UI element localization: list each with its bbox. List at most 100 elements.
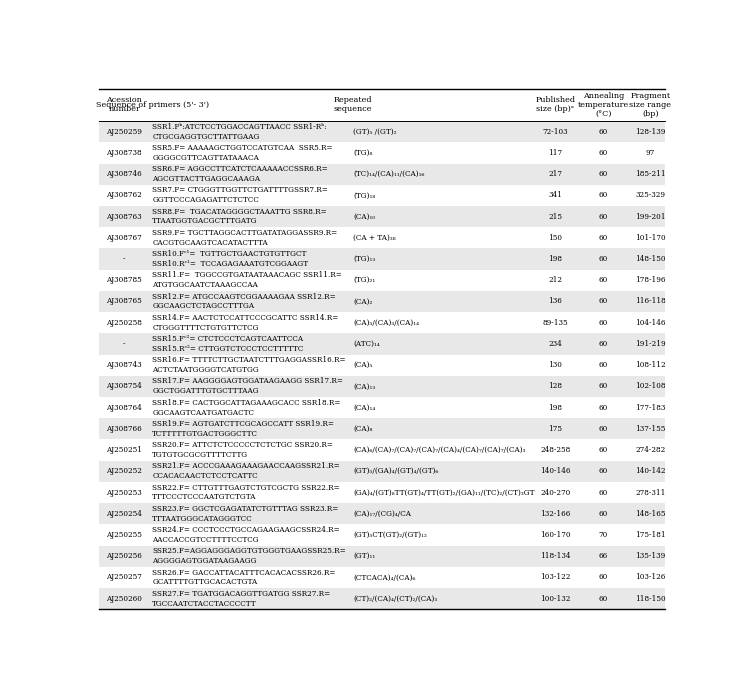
Bar <box>99 227 665 248</box>
Text: 60: 60 <box>598 297 608 305</box>
Text: 198: 198 <box>548 255 562 263</box>
Text: (GA)₄/(GT)₈TT(GT)₄/TT(GT)₂/(GA)₁₁/(TC)₂/(CT)₃GT: (GA)₄/(GT)₈TT(GT)₄/TT(GT)₂/(GA)₁₁/(TC)₂/… <box>353 488 535 497</box>
Text: (GT)₅/(GA)₄/(GT)₄/(GT)₆: (GT)₅/(GA)₄/(GT)₄/(GT)₆ <box>353 467 439 475</box>
Text: 60: 60 <box>598 149 608 157</box>
Text: SSR14.F= AACTCTCCATTCCCGCATTC SSR14.R=
CTGGGTTTTCTGTGTTCTCG: SSR14.F= AACTCTCCATTCCCGCATTC SSR14.R= C… <box>152 314 339 332</box>
Text: 60: 60 <box>598 573 608 581</box>
Text: 132-166: 132-166 <box>540 510 571 518</box>
Text: 177-183: 177-183 <box>636 404 665 411</box>
Text: SSR23.F= GGCTCGAGATATCTGTTTAG SSR23.R=
TTTAATGGGCATAGGGTCC: SSR23.F= GGCTCGAGATATCTGTTTAG SSR23.R= T… <box>152 505 339 523</box>
Text: 175: 175 <box>548 424 562 433</box>
Text: 60: 60 <box>598 361 608 369</box>
Text: Sequence of primers (5'- 3'): Sequence of primers (5'- 3') <box>95 101 209 109</box>
Text: 103-126: 103-126 <box>636 573 665 581</box>
Bar <box>99 312 665 333</box>
Bar <box>99 270 665 291</box>
Text: (GT)₅CT(GT)₂/(GT)₁₂: (GT)₅CT(GT)₂/(GT)₁₂ <box>353 531 427 539</box>
Text: 215: 215 <box>548 213 562 221</box>
Text: 66: 66 <box>598 552 608 560</box>
Bar <box>99 418 665 440</box>
Text: SSR21.F= ACCCGAAAGAAAGAACCAAGSSR21.R=
CCACACАACTCTCCTCATTC: SSR21.F= ACCCGAAAGAAAGAACCAAGSSR21.R= CC… <box>152 462 340 480</box>
Text: AJ308746: AJ308746 <box>107 170 142 178</box>
Text: 60: 60 <box>598 467 608 475</box>
Text: (GT)₅ /(GT)₂: (GT)₅ /(GT)₂ <box>353 128 397 136</box>
Text: 217: 217 <box>548 170 562 178</box>
Text: 148-165: 148-165 <box>636 510 665 518</box>
Text: 103-122: 103-122 <box>540 573 571 581</box>
Text: 150: 150 <box>548 234 562 241</box>
Text: 100-132: 100-132 <box>540 594 571 603</box>
Text: AJ308763: AJ308763 <box>107 213 142 221</box>
Text: 60: 60 <box>598 255 608 263</box>
Text: Annealing
temperature
(°C): Annealing temperature (°C) <box>577 92 629 118</box>
Text: 234: 234 <box>548 340 562 348</box>
Text: SSR8.F=  TGACATAGGGGCTAAATTG SSR8.R=
TTAATGGTGACGCTTTGATG: SSR8.F= TGACATAGGGGCTAAATTG SSR8.R= TTAA… <box>152 208 327 226</box>
Text: AJ250260: AJ250260 <box>107 594 142 603</box>
Text: 60: 60 <box>598 128 608 136</box>
Text: 60: 60 <box>598 213 608 221</box>
Text: 140-146: 140-146 <box>540 467 571 475</box>
Text: 101-170: 101-170 <box>635 234 665 241</box>
Text: AJ308738: AJ308738 <box>107 149 142 157</box>
Text: (CA)₅/(CA)₃/(CA)₁₄: (CA)₅/(CA)₃/(CA)₁₄ <box>353 319 419 327</box>
Text: 108-112: 108-112 <box>635 361 665 369</box>
Bar <box>99 354 665 376</box>
Text: (CA)₁₀: (CA)₁₀ <box>353 213 375 221</box>
Text: 60: 60 <box>598 446 608 454</box>
Text: SSR24.F= CCCTCCCTGCCAGAAGAAGCSSR24.R=
AACCACCGTCCTTTTCCTCG: SSR24.F= CCCTCCCTGCCAGAAGAAGCSSR24.R= AA… <box>152 526 340 544</box>
Text: SSR17.F= AAGGGGAGTGGATAAGAAGG SSR17.R=
GGCTGGATTTGTGCTTTAAG: SSR17.F= AAGGGGAGTGGATAAGAAGG SSR17.R= G… <box>152 378 343 396</box>
Bar <box>99 588 665 610</box>
Text: SSR18.F= CACTGGCATTAGAAAGCACC SSR18.R=
GGCAAGTCAAТGATGACTC: SSR18.F= CACTGGCATTAGAAAGCACC SSR18.R= G… <box>152 399 341 416</box>
Text: 148-150: 148-150 <box>636 255 665 263</box>
Bar <box>99 206 665 227</box>
Text: -: - <box>123 255 125 263</box>
Text: AJ308767: AJ308767 <box>107 234 142 241</box>
Text: 60: 60 <box>598 170 608 178</box>
Text: 212: 212 <box>548 277 562 284</box>
Text: Published
size (bp)ᵃ: Published size (bp)ᵃ <box>535 96 575 114</box>
Text: SSR1.Fᵇ:ATCTCCTGGACCAGTTAACC SSR1-Rᵇ:
CTGCGAGGTGCTTATTGAAG: SSR1.Fᵇ:ATCTCCTGGACCAGTTAACC SSR1-Rᵇ: CT… <box>152 122 327 140</box>
Text: SSR22.F= CTTGTTTGAGTCTGTCGCTG SSR22.R=
TTTCCCTCCCAATGTCTGTA: SSR22.F= CTTGTTTGAGTCTGTCGCTG SSR22.R= T… <box>152 484 340 502</box>
Text: AJ308766: AJ308766 <box>107 424 142 433</box>
Text: Repeated
sequence: Repeated sequence <box>334 96 372 114</box>
Text: (CA + TA)₃₈: (CA + TA)₃₈ <box>353 234 396 241</box>
Text: AJ308764: AJ308764 <box>107 404 142 411</box>
Bar <box>99 376 665 397</box>
Text: 60: 60 <box>598 234 608 241</box>
Text: 72-103: 72-103 <box>542 128 568 136</box>
Text: 341: 341 <box>548 191 562 200</box>
Bar <box>99 546 665 567</box>
Text: 102-108: 102-108 <box>636 383 665 390</box>
Text: SSR6.F= AGGCCTTCATCTCAAAAACCSSR6.R=
AGCGTTACTTGAGGCAAАGA: SSR6.F= AGGCCTTCATCTCAAAAACCSSR6.R= AGCG… <box>152 165 328 183</box>
Text: AJ250257: AJ250257 <box>107 573 142 581</box>
Text: 116-118: 116-118 <box>635 297 666 305</box>
Text: AJ250252: AJ250252 <box>107 467 142 475</box>
Bar <box>99 482 665 503</box>
Bar <box>99 333 665 354</box>
Text: SSR26.F= GACCATTACATTTCACACACSSR26.R=
GCATTTTGTTGCACACTGTA: SSR26.F= GACCATTACATTTCACACACSSR26.R= GC… <box>152 568 336 586</box>
Text: SSR16.F= TTTTCTTGCTAATCTTTGAGGASSR16.R=
ACTCTAATGGGGTCATGTGG: SSR16.F= TTTTCTTGCTAATCTTTGAGGASSR16.R= … <box>152 356 346 374</box>
Text: 70: 70 <box>598 531 608 539</box>
Text: 325-329: 325-329 <box>636 191 665 200</box>
Text: 278-311: 278-311 <box>636 488 665 497</box>
Bar <box>99 89 665 121</box>
Text: (TG)₁₈: (TG)₁₈ <box>353 191 375 200</box>
Text: 60: 60 <box>598 510 608 518</box>
Text: 60: 60 <box>598 404 608 411</box>
Text: SSR9.F= TGCTTAGGCACTTGATATAGGASSR9.R=
CACGTGCAAGTCACATACTTTA: SSR9.F= TGCTTAGGCACTTGATATAGGASSR9.R= CA… <box>152 229 338 247</box>
Bar <box>99 397 665 418</box>
Text: 248-258: 248-258 <box>540 446 570 454</box>
Text: Acession
number: Acession number <box>107 96 142 114</box>
Text: 60: 60 <box>598 594 608 603</box>
Bar <box>99 567 665 588</box>
Text: SSR27.F= TGATGGACAGGTTGATGG SSR27.R=
TGCCAATCTACCTACCCCTT: SSR27.F= TGATGGACAGGTTGATGG SSR27.R= TGC… <box>152 590 330 608</box>
Text: SSR15.Fᶜ²= CTCTCCCTCAGTCAATTCCA
SSR15.Rᶜ²= CTTGGTCTCCCTCCTTTTTC: SSR15.Fᶜ²= CTCTCCCTCAGTCAATTCCA SSR15.Rᶜ… <box>152 335 304 353</box>
Text: 240-270: 240-270 <box>540 488 570 497</box>
Text: (CA)₁₃: (CA)₁₃ <box>353 383 375 390</box>
Text: 178-196: 178-196 <box>636 277 665 284</box>
Text: AJ308785: AJ308785 <box>107 277 142 284</box>
Text: 137-155: 137-155 <box>636 424 665 433</box>
Text: 60: 60 <box>598 340 608 348</box>
Text: (GT)₁₁: (GT)₁₁ <box>353 552 375 560</box>
Text: (TG)₈: (TG)₈ <box>353 149 372 157</box>
